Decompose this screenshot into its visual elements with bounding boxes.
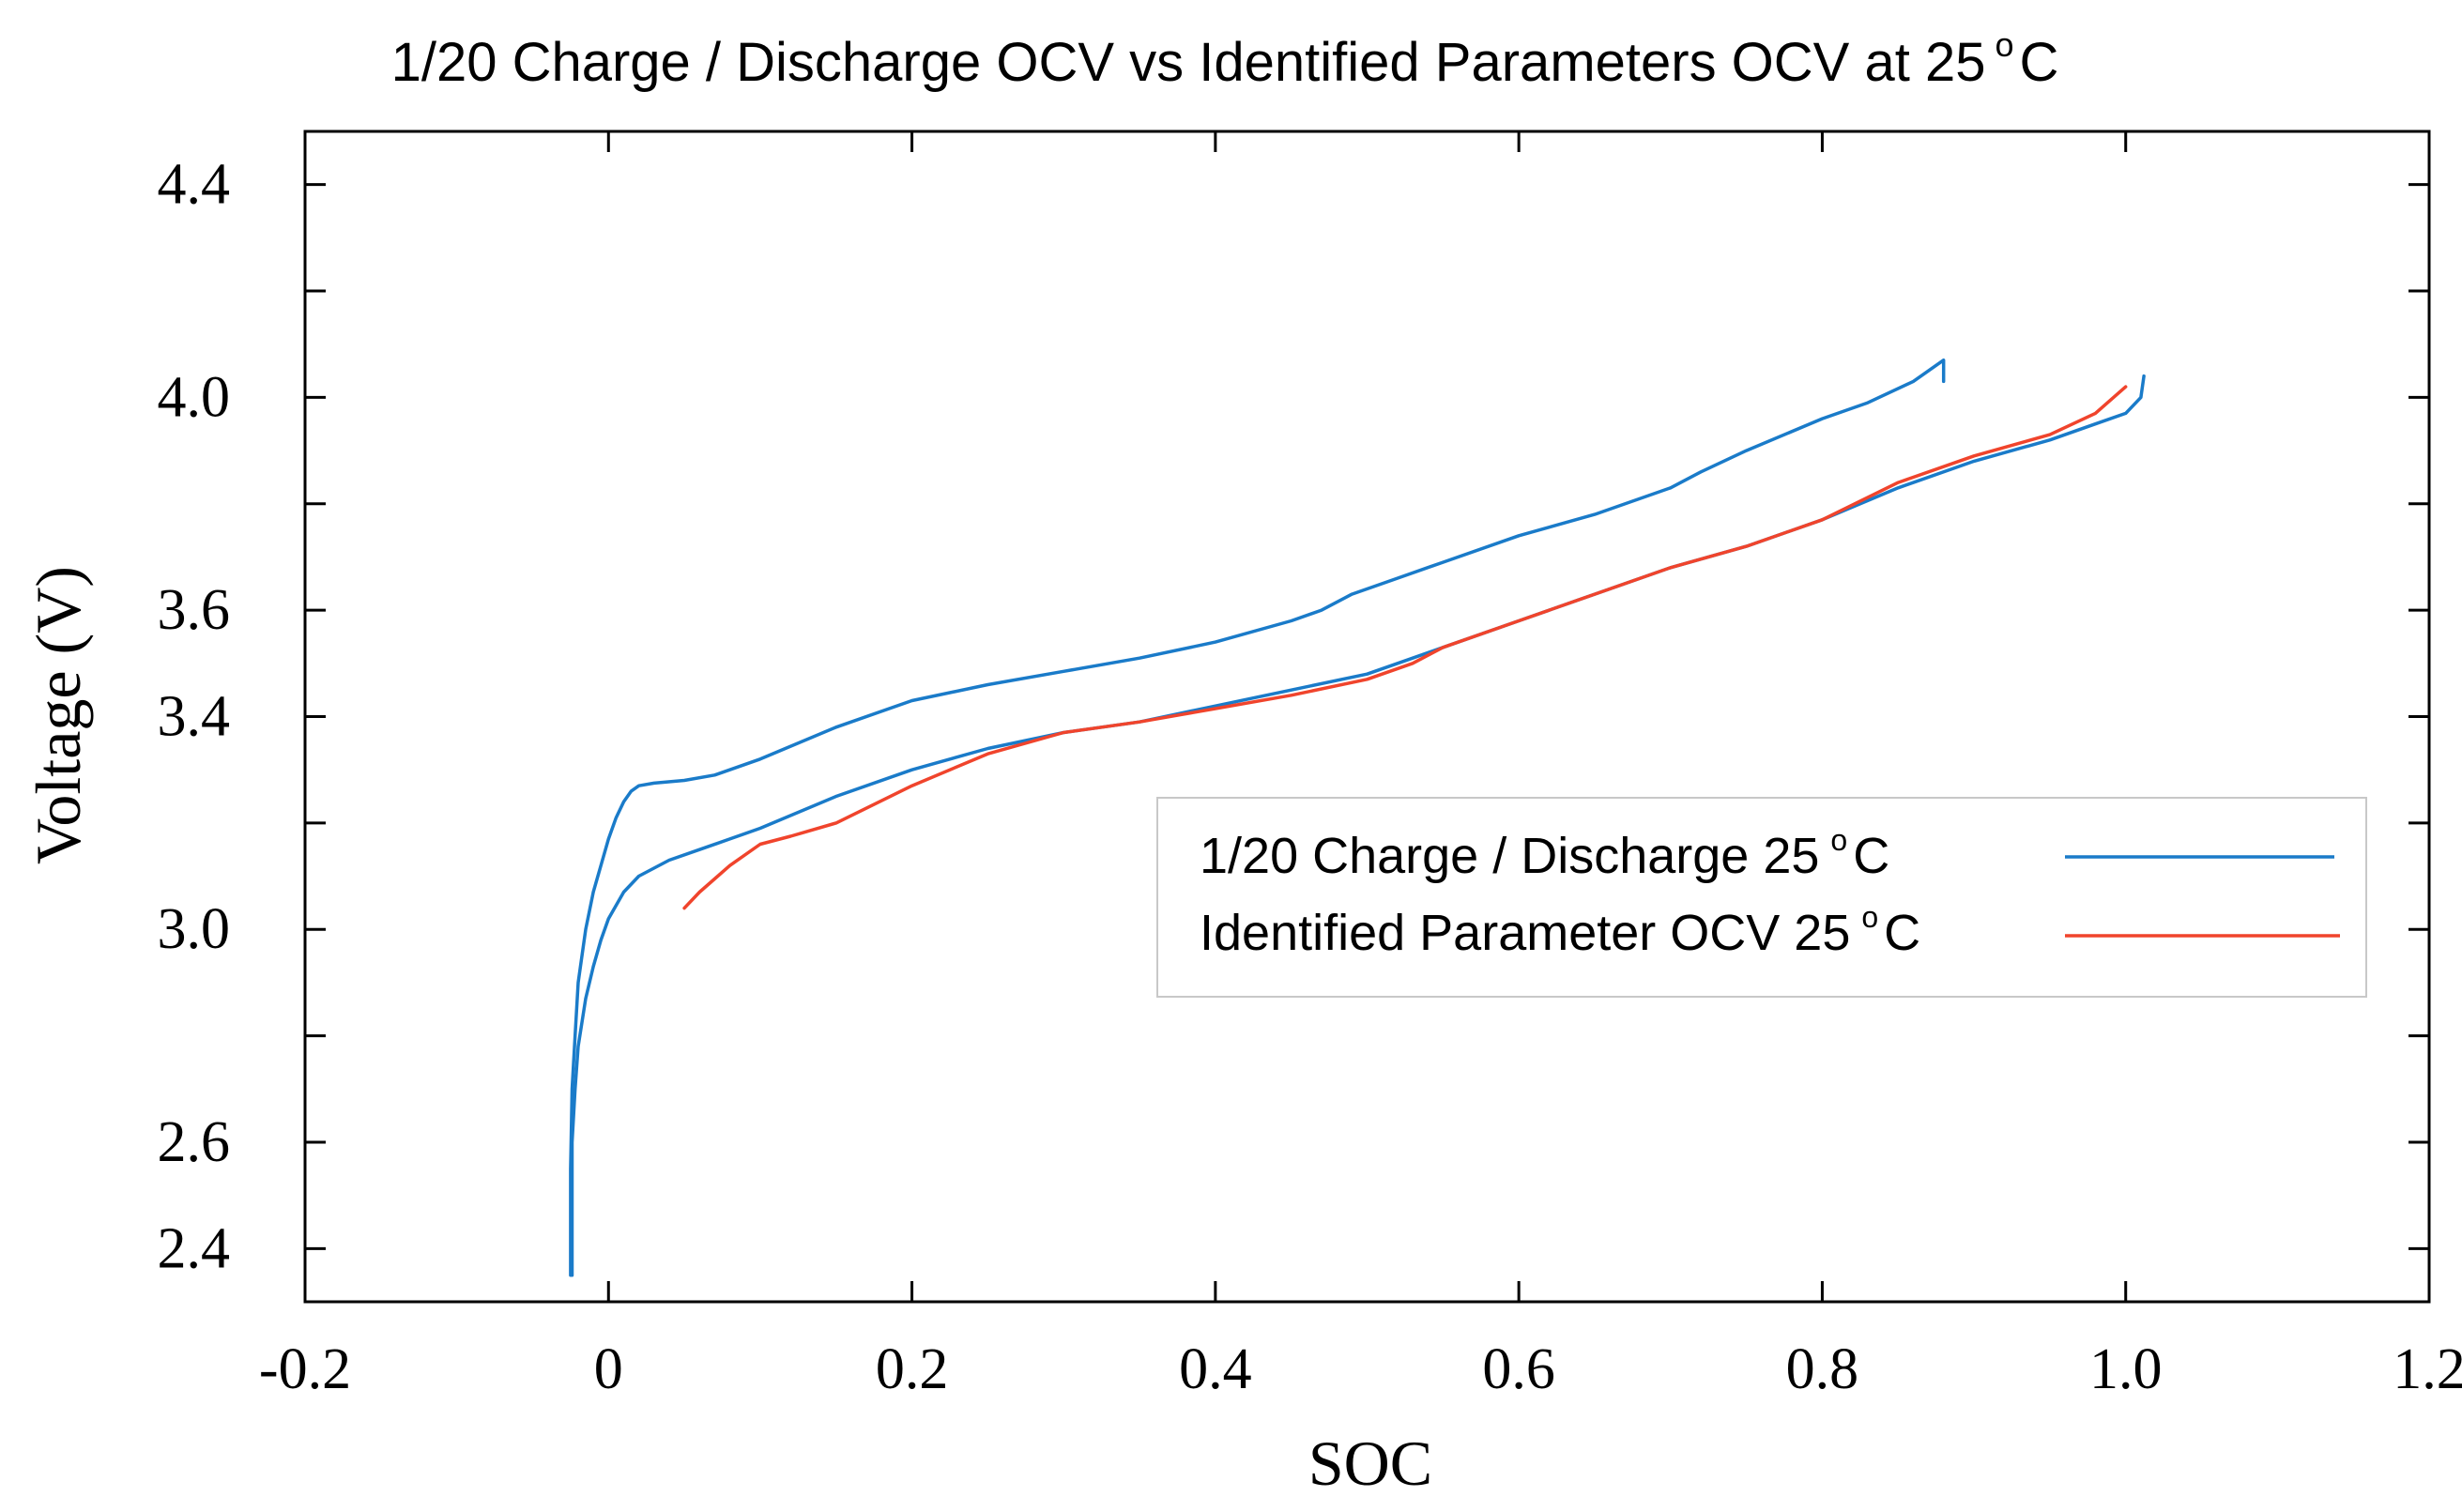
- chart-title-unit: C: [2020, 32, 2059, 93]
- x-axis: -0.2 0 0.2 0.4 0.6 0.8 1.0 1.2: [259, 131, 2462, 1401]
- series-line-charge: [569, 358, 1946, 1277]
- legend-label-charge-discharge-main: 1/20 Charge / Discharge 25: [1200, 828, 1819, 884]
- series-line-identified: [682, 385, 2128, 910]
- plot-area-frame: [303, 130, 2431, 1304]
- legend-label-charge-discharge-unit: C: [1853, 828, 1889, 884]
- y-tick-label: 2.4: [158, 1216, 231, 1280]
- y-tick-label: 3.4: [158, 685, 231, 749]
- y-tick-label: 3.6: [158, 578, 231, 642]
- x-tick-label: 0.8: [1786, 1337, 1859, 1401]
- x-tick-label: -0.2: [259, 1337, 351, 1401]
- y-tick-label: 2.6: [158, 1110, 231, 1174]
- y-axis: 2.4 2.6 3.0 3.4 3.6 4.0 4.4: [158, 153, 2429, 1280]
- legend-label-charge-discharge: 1/20 Charge / Discharge 25 o C: [1200, 823, 1889, 884]
- y-tick-label: 4.4: [158, 153, 231, 217]
- legend-label-identified-ocv-main: Identified Parameter OCV 25: [1200, 905, 1850, 961]
- x-tick-label: 0.2: [876, 1337, 949, 1401]
- y-axis-label: Voltage (V): [23, 566, 94, 864]
- legend-label-identified-ocv: Identified Parameter OCV 25 o C: [1200, 900, 1920, 961]
- x-tick-label: 1.0: [2089, 1337, 2163, 1401]
- chart-title: 1/20 Charge / Discharge OCV vs Identifie…: [391, 25, 2059, 93]
- legend-box: [1156, 797, 2367, 998]
- chart-title-degree: o: [1996, 25, 2014, 64]
- x-tick-label: 0.4: [1179, 1337, 1252, 1401]
- legend-label-identified-ocv-unit: C: [1884, 905, 1920, 961]
- x-tick-label: 0.6: [1482, 1337, 1555, 1401]
- chart-title-main: 1/20 Charge / Discharge OCV vs Identifie…: [391, 32, 1986, 93]
- x-axis-label: SOC: [1308, 1428, 1432, 1499]
- legend-label-identified-ocv-degree: o: [1861, 900, 1878, 934]
- series-layer: [569, 358, 2146, 1277]
- legend-label-charge-discharge-degree: o: [1830, 823, 1847, 857]
- y-tick-label: 3.0: [158, 897, 231, 961]
- x-tick-label: 1.2: [2393, 1337, 2462, 1401]
- legend: 1/20 Charge / Discharge 25 o C Identified …: [1156, 797, 2367, 998]
- x-tick-label: 0: [594, 1337, 623, 1401]
- y-tick-label: 4.0: [158, 365, 231, 429]
